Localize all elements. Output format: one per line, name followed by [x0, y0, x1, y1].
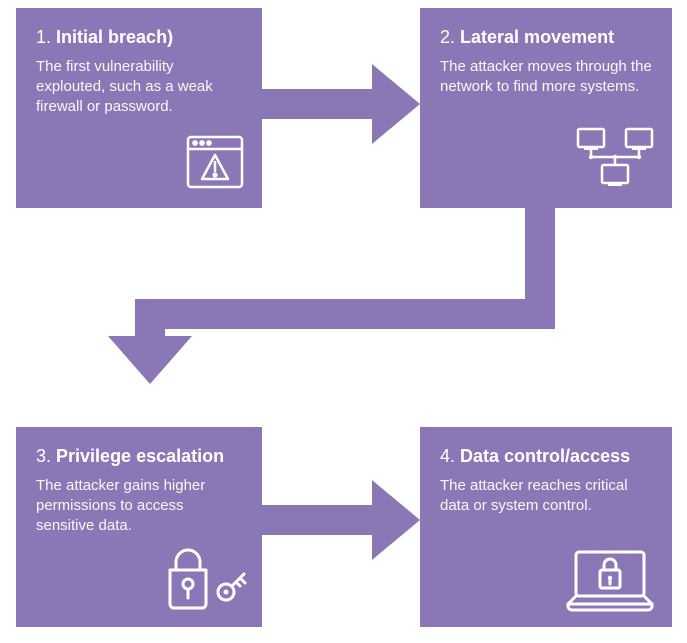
lock-key-icon: [156, 542, 248, 617]
card-number: 2.: [440, 27, 455, 47]
card-title: 1. Initial breach): [36, 26, 242, 49]
card-desc: The attacker moves through the network t…: [440, 57, 652, 98]
card-title-text: Initial breach): [56, 27, 173, 47]
card-number: 1.: [36, 27, 51, 47]
card-title: 3. Privilege escalation: [36, 445, 242, 468]
flow-card-c3: 3. Privilege escalation The attacker gain…: [16, 427, 262, 627]
flow-card-c1: 1. Initial breach) The first vulnerabilit…: [16, 8, 262, 208]
flow-card-c4: 4. Data control/access The attacker reach…: [420, 427, 672, 627]
network-icon: [572, 125, 658, 198]
card-desc: The first vulnerability explouted, such …: [36, 57, 242, 118]
card-title: 4. Data control/access: [440, 445, 652, 468]
laptop-lock-icon: [562, 546, 658, 617]
card-title-text: Privilege escalation: [56, 446, 224, 466]
card-number: 4.: [440, 446, 455, 466]
card-title-text: Data control/access: [460, 446, 630, 466]
card-number: 3.: [36, 446, 51, 466]
card-title: 2. Lateral movement: [440, 26, 652, 49]
flow-card-c2: 2. Lateral movement The attacker moves th…: [420, 8, 672, 208]
card-desc: The attacker gains higher permissions to…: [36, 476, 242, 537]
card-title-text: Lateral movement: [460, 27, 614, 47]
browser-warning-icon: [182, 133, 248, 198]
card-desc: The attacker reaches critical data or sy…: [440, 476, 652, 517]
